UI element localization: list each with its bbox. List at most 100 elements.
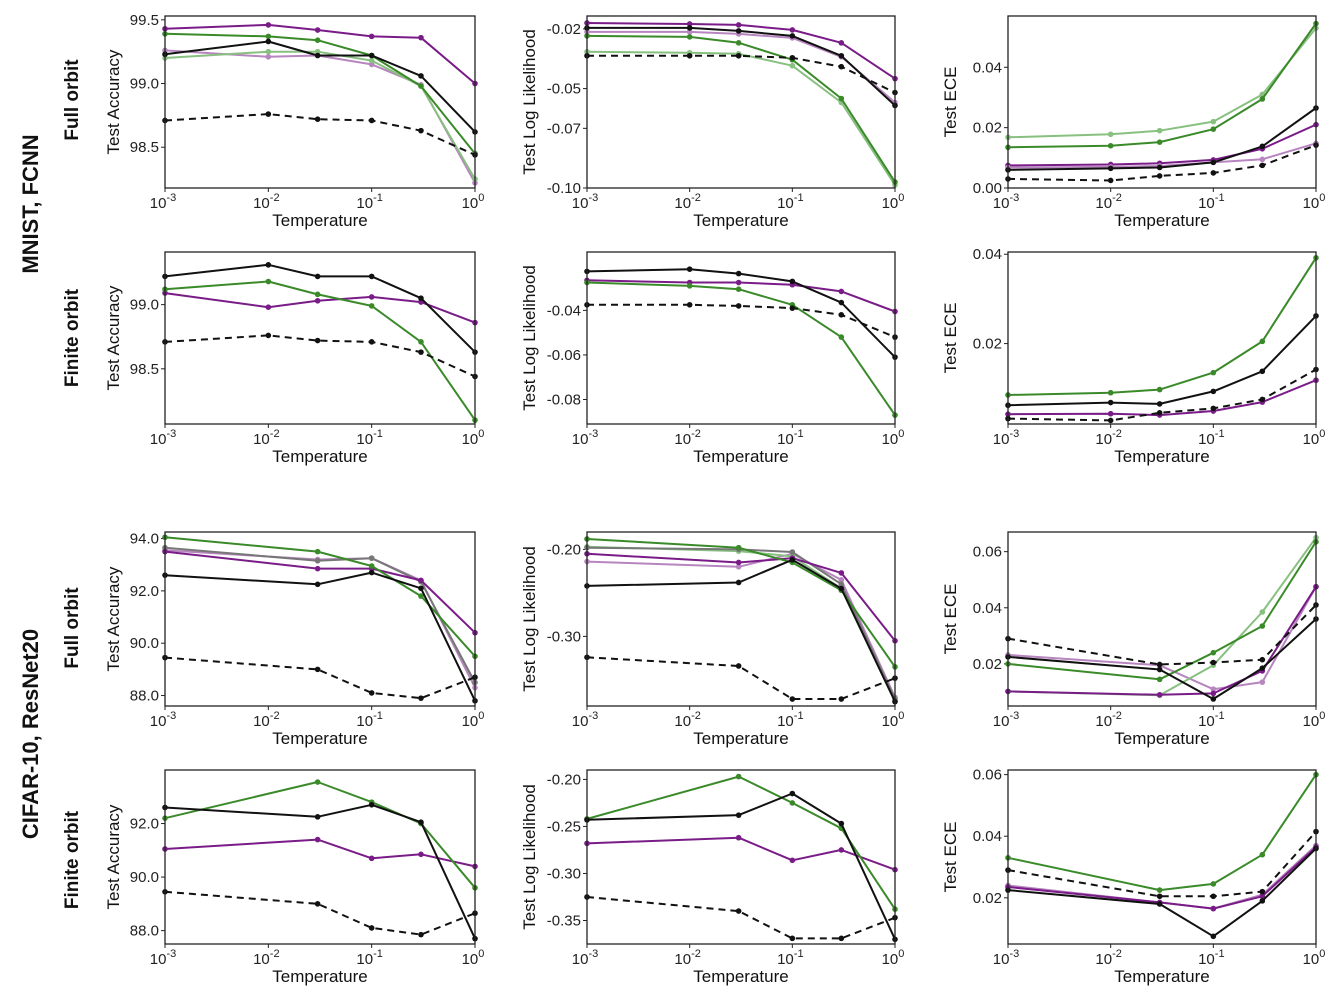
series-purple — [1005, 844, 1319, 912]
data-point — [1259, 679, 1266, 685]
data-point — [1210, 170, 1217, 176]
x-tick-label: 100 — [882, 428, 905, 448]
data-point — [368, 273, 375, 280]
data-point — [735, 812, 742, 818]
data-point — [418, 83, 424, 89]
data-point — [314, 779, 321, 785]
y-tick-label: -0.04 — [547, 302, 581, 319]
series-line — [164, 334, 476, 378]
series-black — [1005, 313, 1319, 409]
data-point — [314, 273, 321, 280]
y-tick-label: 0.02 — [973, 656, 1002, 673]
data-point — [1210, 933, 1217, 940]
data-point — [1259, 851, 1266, 858]
series-black — [584, 790, 898, 943]
data-point — [1259, 893, 1266, 900]
data-point — [1259, 96, 1266, 102]
series-line — [586, 896, 896, 940]
data-point — [1259, 609, 1266, 615]
data-point — [314, 814, 321, 820]
series-black-dashed — [584, 654, 898, 702]
series-line — [164, 890, 476, 936]
data-point — [368, 569, 375, 576]
data-point — [686, 34, 693, 40]
data-point — [735, 579, 742, 586]
series-line — [1007, 846, 1317, 910]
series-black-dashed — [1005, 602, 1319, 668]
y-tick-label: -0.20 — [547, 771, 581, 788]
x-tick-label: 10-1 — [777, 710, 803, 730]
data-point — [1156, 691, 1163, 698]
y-tick-label: 88.0 — [130, 923, 159, 940]
data-point — [1156, 893, 1163, 900]
data-point — [1156, 127, 1163, 134]
x-tick-label: 10-1 — [1198, 948, 1224, 968]
subplot-4: 10-3 10-2 10-1 100 98.5 99.0 Temperature Test A… — [104, 251, 485, 466]
y-tick-label: 92.0 — [130, 583, 159, 600]
data-point — [838, 63, 845, 70]
x-tick-label: 100 — [1303, 192, 1326, 212]
row-label-4: Finite orbit — [62, 810, 83, 909]
data-point — [368, 303, 375, 309]
data-point — [265, 53, 272, 60]
series-line — [164, 263, 476, 353]
data-point — [735, 40, 742, 46]
data-point — [838, 288, 845, 295]
y-tick-label: 0.06 — [973, 767, 1002, 784]
series-line — [586, 268, 896, 358]
series-line — [164, 50, 476, 180]
data-point — [1107, 410, 1114, 417]
y-tick-label: -0.02 — [547, 21, 581, 38]
data-point — [789, 857, 796, 864]
y-tick-label: -0.07 — [547, 120, 581, 137]
series-line — [1007, 27, 1317, 139]
series-line — [586, 775, 896, 910]
series-line — [164, 550, 476, 634]
data-point — [418, 695, 424, 701]
data-point — [838, 570, 845, 576]
series-light-purple — [162, 47, 478, 186]
data-point — [314, 297, 321, 304]
series-line — [586, 545, 896, 703]
x-tick-label: 10-2 — [1095, 710, 1121, 730]
y-axis-label: Test Accuracy — [104, 49, 123, 154]
x-tick-label: 10-2 — [1095, 948, 1121, 968]
x-tick-label: 10-3 — [993, 710, 1019, 730]
series-line — [164, 838, 476, 868]
data-point — [1156, 401, 1163, 407]
subplot-9: 10-3 10-2 10-1 100 0.02 0.04 0.06 Temperature Te… — [941, 531, 1325, 748]
x-tick-label: 10-1 — [356, 428, 382, 448]
series-grey — [584, 544, 898, 702]
x-axis-label: Temperature — [1114, 729, 1209, 748]
x-tick-label: 10-3 — [993, 428, 1019, 448]
data-point — [1107, 131, 1114, 138]
x-tick-label: 100 — [462, 428, 485, 448]
data-point — [1259, 898, 1266, 904]
y-tick-label: 0.04 — [973, 246, 1002, 263]
data-point — [368, 855, 375, 862]
y-axis-label: Test Accuracy — [104, 804, 123, 909]
data-point — [368, 555, 375, 561]
series-light-purple — [584, 550, 898, 701]
data-point — [838, 40, 845, 46]
data-point — [418, 593, 424, 599]
row-label-3: Full orbit — [62, 587, 83, 669]
series-black — [584, 557, 898, 705]
data-point — [314, 116, 321, 122]
data-point — [735, 908, 742, 914]
data-point — [735, 564, 742, 570]
series-line — [164, 803, 476, 940]
subplot-8: 10-3 10-2 10-1 100 -0.20 -0.30 Temperature Test… — [520, 531, 904, 748]
series-green — [1005, 20, 1319, 151]
data-point — [789, 62, 796, 69]
x-tick-label: 100 — [882, 948, 905, 968]
x-axis-label: Temperature — [272, 729, 367, 748]
group-label-cifar: CIFAR-10, ResNet20 — [18, 629, 43, 839]
data-point — [314, 557, 321, 564]
series-line — [587, 303, 896, 339]
x-tick-label: 10-2 — [1095, 428, 1121, 448]
series-line — [164, 656, 476, 700]
data-point — [1156, 676, 1163, 683]
x-axis-label: Temperature — [1114, 447, 1209, 466]
